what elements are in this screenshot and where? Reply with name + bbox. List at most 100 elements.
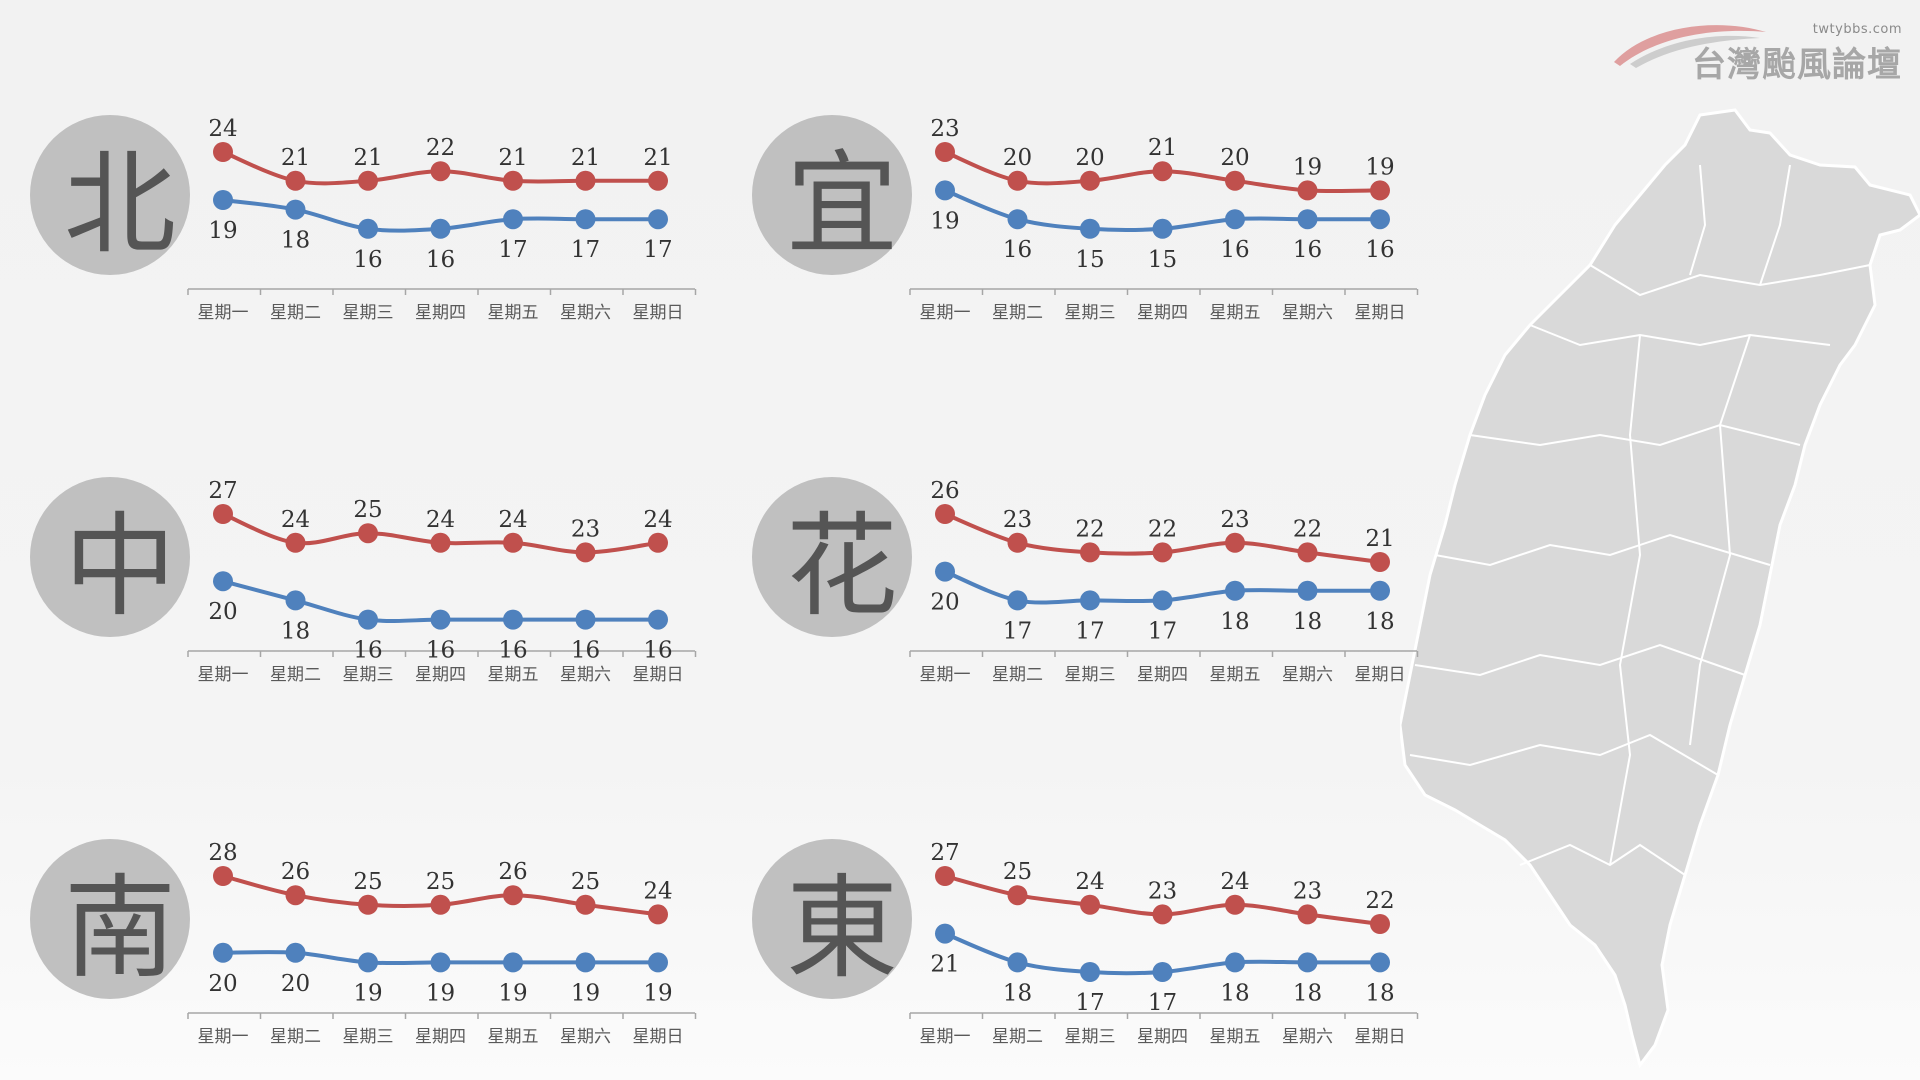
- x-tick-label: 星期日: [633, 665, 684, 685]
- data-point-high: [935, 504, 955, 524]
- x-tick-label: 星期三: [343, 1027, 394, 1047]
- data-point-high: [503, 170, 523, 191]
- data-label-high: 25: [1003, 859, 1032, 885]
- data-label-high: 25: [571, 869, 600, 895]
- data-point-low: [430, 609, 451, 630]
- data-point-low: [213, 190, 233, 210]
- x-tick-label: 星期三: [343, 303, 394, 323]
- data-label-high: 23: [1003, 507, 1032, 533]
- x-tick-label: 星期日: [633, 303, 684, 323]
- x-tick-label: 星期六: [560, 665, 611, 685]
- data-label-high: 22: [426, 135, 455, 161]
- data-point-low: [1080, 962, 1100, 982]
- data-label-low: 16: [643, 638, 672, 664]
- data-label-low: 18: [1220, 980, 1249, 1006]
- x-tick-label: 星期二: [992, 1027, 1043, 1047]
- region-circle: [30, 477, 190, 637]
- x-tick-label: 星期四: [415, 1027, 466, 1047]
- data-point-high: [1225, 894, 1245, 915]
- taiwan-map-icon: [1400, 108, 1920, 1069]
- data-label-high: 23: [930, 116, 959, 142]
- data-point-high: [213, 504, 233, 524]
- data-point-low: [503, 952, 523, 973]
- x-tick-label: 星期一: [198, 665, 249, 685]
- region-circle: [30, 115, 190, 275]
- data-point-high: [213, 142, 233, 162]
- data-label-low: 21: [930, 952, 959, 978]
- data-label-high: 24: [208, 116, 237, 142]
- data-point-low: [1225, 580, 1245, 601]
- data-label-low: 16: [426, 247, 455, 273]
- data-point-high: [1297, 180, 1318, 201]
- data-label-low: 16: [353, 638, 382, 664]
- data-label-high: 23: [1220, 507, 1249, 533]
- x-tick-label: 星期日: [1355, 665, 1406, 685]
- data-label-high: 24: [281, 507, 310, 533]
- data-label-high: 24: [643, 507, 672, 533]
- data-point-low: [648, 609, 668, 630]
- data-point-high: [1370, 180, 1390, 201]
- data-point-low: [648, 209, 668, 230]
- data-label-low: 16: [1293, 237, 1322, 263]
- data-label-low: 18: [1220, 609, 1249, 635]
- data-point-low: [935, 923, 955, 944]
- data-label-low: 19: [353, 980, 382, 1006]
- data-label-high: 22: [1365, 888, 1394, 914]
- data-point-high: [575, 542, 596, 563]
- data-point-high: [1080, 170, 1100, 191]
- data-label-low: 19: [498, 980, 527, 1006]
- data-point-low: [1370, 209, 1390, 230]
- data-label-high: 21: [643, 145, 672, 171]
- data-label-high: 21: [1365, 526, 1394, 552]
- x-tick-label: 星期五: [1210, 1027, 1261, 1047]
- region-circle: [752, 115, 912, 275]
- data-label-high: 21: [571, 145, 600, 171]
- region-circle: [30, 839, 190, 999]
- data-label-low: 18: [1365, 609, 1394, 635]
- data-point-low: [1007, 952, 1028, 973]
- data-label-low: 20: [208, 599, 237, 625]
- data-label-low: 17: [1148, 990, 1177, 1016]
- x-tick-label: 星期六: [560, 303, 611, 323]
- data-label-high: 27: [930, 840, 959, 866]
- data-point-low: [935, 561, 955, 582]
- data-label-high: 27: [208, 478, 237, 504]
- data-label-low: 17: [498, 237, 527, 263]
- data-label-low: 19: [643, 980, 672, 1006]
- data-point-high: [1007, 532, 1028, 553]
- x-tick-label: 星期六: [560, 1027, 611, 1047]
- data-label-high: 19: [1293, 154, 1322, 180]
- data-point-high: [1007, 885, 1028, 906]
- data-label-high: 24: [498, 507, 527, 533]
- x-tick-label: 星期日: [1355, 303, 1406, 323]
- data-label-high: 25: [353, 869, 382, 895]
- region-label: 北: [64, 140, 176, 270]
- data-label-high: 23: [1293, 878, 1322, 904]
- data-label-low: 17: [1148, 618, 1177, 644]
- data-label-low: 16: [1220, 237, 1249, 263]
- data-label-high: 21: [1148, 135, 1177, 161]
- data-label-high: 23: [1148, 878, 1177, 904]
- x-tick-label: 星期三: [1065, 303, 1116, 323]
- x-tick-label: 星期一: [198, 303, 249, 323]
- data-label-low: 20: [208, 971, 237, 997]
- x-tick-label: 星期日: [1355, 1027, 1406, 1047]
- x-tick-label: 星期二: [992, 303, 1043, 323]
- data-label-high: 21: [353, 145, 382, 171]
- region-circle: [752, 839, 912, 999]
- data-label-low: 17: [1003, 618, 1032, 644]
- x-tick-label: 星期五: [1210, 303, 1261, 323]
- x-tick-label: 星期六: [1282, 303, 1333, 323]
- data-point-high: [285, 885, 306, 906]
- data-label-low: 19: [426, 980, 455, 1006]
- region-label: 東: [786, 864, 898, 994]
- data-point-high: [430, 894, 451, 915]
- data-point-high: [1080, 542, 1100, 563]
- data-point-low: [575, 609, 596, 630]
- data-point-low: [648, 952, 668, 973]
- data-point-low: [575, 209, 596, 230]
